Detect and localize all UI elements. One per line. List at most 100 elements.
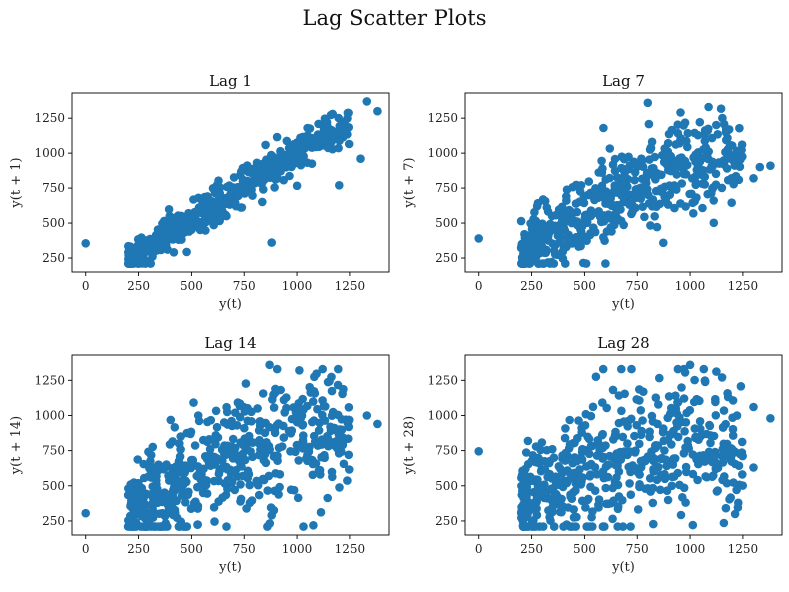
scatter-point bbox=[153, 491, 163, 501]
scatter-point bbox=[560, 433, 570, 443]
scatter-point bbox=[555, 495, 565, 505]
scatter-point bbox=[338, 433, 348, 442]
scatter-point bbox=[605, 451, 614, 461]
scatter-point bbox=[677, 179, 687, 188]
scatter-point bbox=[321, 402, 330, 411]
scatter-point bbox=[663, 495, 673, 505]
scatter-point bbox=[709, 196, 718, 205]
scatter-point bbox=[729, 478, 738, 487]
scatter-point bbox=[642, 171, 651, 181]
scatter-point bbox=[673, 398, 682, 407]
scatter-point bbox=[277, 442, 287, 451]
scatter-point bbox=[631, 193, 640, 203]
scatter-point bbox=[327, 386, 337, 396]
scatter-point bbox=[324, 435, 333, 445]
scatter-point bbox=[303, 158, 312, 167]
x-axis-label: y(t) bbox=[218, 297, 242, 312]
y-tick-label: 1250 bbox=[427, 111, 458, 125]
scatter-point bbox=[303, 123, 312, 133]
y-axis-label: y(t + 14) bbox=[9, 416, 24, 475]
scatter-point bbox=[279, 433, 289, 442]
scatter-point bbox=[274, 419, 283, 428]
scatter-point bbox=[633, 162, 642, 171]
scatter-point bbox=[282, 393, 291, 402]
scatter-point bbox=[183, 490, 193, 500]
scatter-point bbox=[137, 259, 147, 268]
scatter-point bbox=[704, 102, 713, 112]
scatter-point bbox=[245, 480, 254, 490]
scatter-point bbox=[338, 389, 347, 399]
scatter-point bbox=[318, 364, 328, 374]
scatter-point bbox=[669, 426, 678, 436]
scatter-point bbox=[222, 211, 231, 221]
scatter-point bbox=[584, 434, 594, 444]
scatter-point bbox=[690, 375, 699, 385]
scatter-point bbox=[204, 212, 214, 222]
scatter-point bbox=[203, 417, 212, 427]
scatter-point bbox=[598, 364, 608, 374]
y-tick-label: 1250 bbox=[34, 111, 65, 125]
x-tick-label: 750 bbox=[626, 542, 649, 556]
scatter-point bbox=[588, 402, 598, 412]
scatter-point bbox=[728, 431, 738, 440]
scatter-point bbox=[586, 411, 596, 421]
scatter-point bbox=[644, 119, 654, 129]
scatter-point bbox=[236, 480, 245, 489]
scatter-point bbox=[581, 259, 591, 268]
scatter-point bbox=[154, 522, 163, 531]
scatter-point bbox=[608, 514, 617, 524]
scatter-point bbox=[258, 389, 268, 398]
scatter-point bbox=[624, 416, 633, 426]
scatter-point bbox=[211, 433, 220, 442]
scatter-point bbox=[299, 142, 308, 152]
scatter-point bbox=[323, 493, 333, 503]
x-tick-label: 1250 bbox=[335, 279, 366, 293]
scatter-point bbox=[554, 476, 563, 486]
scatter-point bbox=[516, 216, 526, 226]
scatter-point bbox=[248, 191, 257, 200]
scatter-point bbox=[237, 167, 246, 176]
scatter-point bbox=[601, 441, 610, 450]
scatter-point bbox=[288, 142, 298, 152]
scatter-point bbox=[712, 120, 721, 130]
scatter-point bbox=[173, 484, 182, 493]
scatter-point bbox=[683, 128, 693, 138]
scatter-point bbox=[562, 478, 572, 488]
scatter-panel: 0 250 500 750 1000 1250 250 500 750 1000 1250 Lag 2… bbox=[402, 334, 783, 575]
scatter-point bbox=[598, 522, 608, 531]
scatter-point bbox=[254, 490, 264, 500]
scatter-point bbox=[625, 199, 635, 209]
scatter-point bbox=[766, 414, 775, 423]
scatter-point bbox=[632, 395, 641, 404]
scatter-point bbox=[223, 441, 232, 451]
scatter-point bbox=[335, 136, 344, 145]
scatter-point bbox=[222, 522, 231, 531]
scatter-point bbox=[671, 391, 680, 401]
scatter-point bbox=[717, 373, 727, 382]
scatter-point bbox=[613, 522, 622, 531]
scatter-point bbox=[594, 503, 603, 512]
scatter-point bbox=[81, 508, 90, 518]
scatter-point bbox=[200, 452, 210, 461]
scatter-point bbox=[695, 451, 705, 461]
y-tick-label: 1250 bbox=[34, 373, 65, 387]
scatter-point bbox=[635, 439, 644, 449]
scatter-point bbox=[625, 479, 634, 488]
scatter-point bbox=[643, 484, 653, 493]
scatter-point bbox=[295, 405, 304, 414]
scatter-point bbox=[699, 145, 708, 154]
scatter-point bbox=[628, 207, 637, 216]
scatter-point bbox=[241, 379, 251, 388]
scatter-point bbox=[586, 441, 596, 451]
x-tick-label: 1000 bbox=[282, 279, 313, 293]
scatter-point bbox=[737, 140, 747, 149]
x-tick-label: 1000 bbox=[675, 542, 706, 556]
scatter-point bbox=[328, 109, 338, 119]
scatter-point bbox=[343, 108, 353, 118]
scatter-point bbox=[660, 151, 670, 161]
scatter-point bbox=[705, 421, 715, 431]
panel-title: Lag 14 bbox=[204, 334, 256, 352]
y-tick-label: 1000 bbox=[427, 408, 458, 422]
scatter-point bbox=[577, 496, 587, 506]
scatter-point bbox=[692, 193, 701, 202]
